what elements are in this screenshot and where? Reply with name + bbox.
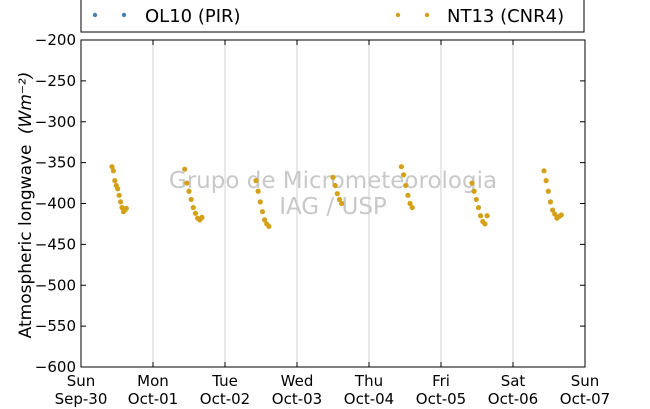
data-point <box>184 180 190 186</box>
data-point <box>552 211 558 217</box>
x-tick-label-day: Sun <box>67 372 96 390</box>
data-point <box>543 178 549 184</box>
data-point <box>558 212 564 218</box>
y-axis-label: Atmospheric longwave (Wm⁻²) <box>16 72 36 339</box>
x-tick-label-date: Oct-05 <box>416 390 466 408</box>
data-point <box>255 188 261 194</box>
data-point <box>188 196 194 203</box>
x-tick-label-date: Oct-04 <box>344 390 394 408</box>
x-tick-label-date: Oct-03 <box>272 390 322 408</box>
data-point <box>484 213 490 219</box>
x-tick-label-date: Oct-06 <box>488 390 538 408</box>
data-point <box>547 199 554 205</box>
data-point <box>550 207 556 213</box>
data-point <box>482 221 488 227</box>
data-point <box>478 213 484 219</box>
x-tick-label-day: Sun <box>571 372 600 390</box>
watermark-line2: IAG / USP <box>279 194 387 220</box>
data-point <box>123 205 129 212</box>
x-tick-label-day: Fri <box>432 372 450 390</box>
legend-label-ol10: OL10 (PIR) <box>145 6 241 27</box>
legend-label-nt13: NT13 (CNR4) <box>447 6 564 27</box>
x-tick-label-date: Sep-30 <box>55 390 108 408</box>
data-point <box>109 164 115 170</box>
gridlines <box>152 40 514 367</box>
y-tick-label: −250 <box>35 72 76 90</box>
data-point <box>400 172 407 178</box>
data-point <box>409 204 415 211</box>
data-point <box>262 217 268 223</box>
data-point <box>253 178 259 184</box>
y-axis-label-text: Atmospheric longwave <box>16 144 36 338</box>
data-point <box>339 200 345 207</box>
data-point <box>407 200 413 207</box>
data-point <box>190 204 196 211</box>
data-point <box>469 180 475 186</box>
y-tick-label: −550 <box>35 317 76 335</box>
x-tick-label-date: Oct-07 <box>560 390 610 408</box>
y-tick-label: −350 <box>35 154 76 172</box>
x-tick-label-date: Oct-01 <box>128 390 178 408</box>
data-point <box>266 223 272 229</box>
data-point <box>199 214 205 220</box>
data-point <box>403 182 409 189</box>
data-point <box>257 199 263 205</box>
y-tick-label: −450 <box>35 235 76 253</box>
data-point <box>112 178 118 184</box>
data-point <box>336 196 343 203</box>
x-tick-label-day: Thu <box>354 372 383 390</box>
legend-box <box>80 0 585 33</box>
y-axis: −200 −250 −300 −350 −400 −450 −500 −550 −600 <box>35 31 585 376</box>
data-point <box>334 191 340 197</box>
y-tick-label: −400 <box>35 195 76 213</box>
data-point <box>192 210 199 216</box>
x-tick-label-day: Sat <box>501 372 526 390</box>
x-tick-label-date: Oct-02 <box>200 390 250 408</box>
legend: OL10 (PIR) NT13 (CNR4) <box>80 0 585 33</box>
y-tick-label: −300 <box>35 113 76 131</box>
legend-marker-ol10 <box>92 12 98 18</box>
data-points <box>109 164 564 229</box>
x-tick-label-day: Mon <box>137 372 169 390</box>
data-point <box>332 182 338 189</box>
data-point <box>330 174 336 180</box>
data-point <box>186 188 192 194</box>
y-tick-label: −500 <box>35 276 76 294</box>
y-tick-label: −200 <box>35 31 76 49</box>
legend-marker-ol10 <box>121 12 127 18</box>
data-point <box>545 188 551 194</box>
data-point <box>182 166 188 172</box>
data-point <box>398 164 404 170</box>
watermark-line1: Grupo de Micrometeorologia <box>169 168 497 194</box>
data-point <box>405 192 411 198</box>
y-tick-label: −600 <box>35 358 76 376</box>
x-tick-label-day: Tue <box>211 372 238 390</box>
y-axis-label-units: (Wm⁻²) <box>16 72 36 134</box>
x-tick-label-day: Wed <box>281 372 314 390</box>
x-axis: SunSep-30MonOct-01TueOct-02WedOct-03ThuO… <box>55 40 610 408</box>
data-point <box>473 196 479 203</box>
data-point <box>475 204 482 211</box>
legend-marker-nt13 <box>395 12 401 18</box>
data-point <box>116 192 122 198</box>
data-point <box>541 168 547 174</box>
data-point <box>118 199 124 205</box>
legend-marker-nt13 <box>424 12 430 18</box>
data-point <box>110 168 116 174</box>
data-point <box>259 209 266 215</box>
data-point <box>115 186 121 192</box>
data-point <box>471 188 477 194</box>
